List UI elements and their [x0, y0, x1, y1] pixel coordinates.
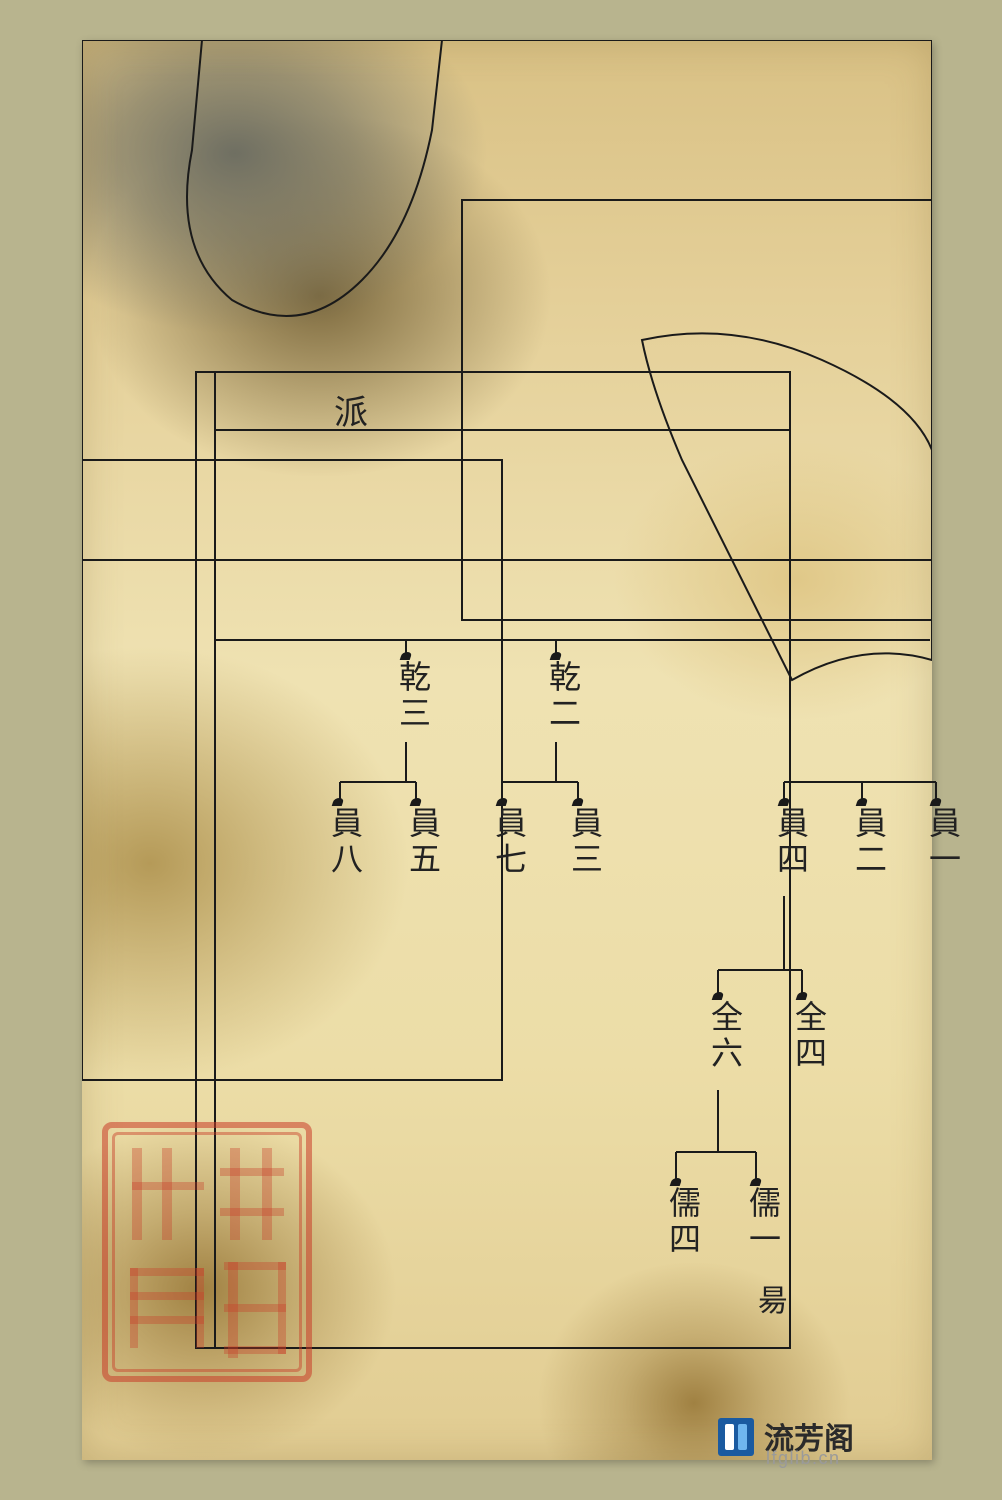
node-yuan4: 員四 [768, 806, 814, 878]
header-label: 派 [334, 385, 368, 434]
node-qian2: 乾二 [540, 660, 586, 732]
library-seal [102, 1122, 312, 1382]
node-yuan1: 員一 [920, 806, 966, 878]
watermark-book-icon [718, 1418, 754, 1456]
node-ru1: 儒一 [740, 1186, 786, 1258]
node-yuan3: 員三 [562, 806, 608, 878]
node-qian3: 乾三 [390, 660, 436, 732]
extra-char: 昜 [758, 1276, 788, 1320]
node-quan4: 全四 [786, 1000, 832, 1072]
node-ru4: 儒四 [660, 1186, 706, 1258]
node-quan6: 全六 [702, 1000, 748, 1072]
node-yuan5: 員五 [400, 806, 446, 878]
node-yuan8: 員八 [322, 806, 368, 878]
node-yuan7: 員七 [486, 806, 532, 878]
node-yuan2: 員二 [846, 806, 892, 878]
page-root: 派 乾三 乾二 員八 員五 員七 員三 員四 員二 員一 全六 全四 儒四 儒一… [0, 0, 1002, 1500]
watermark-url: lfglib.cn [766, 1448, 841, 1469]
